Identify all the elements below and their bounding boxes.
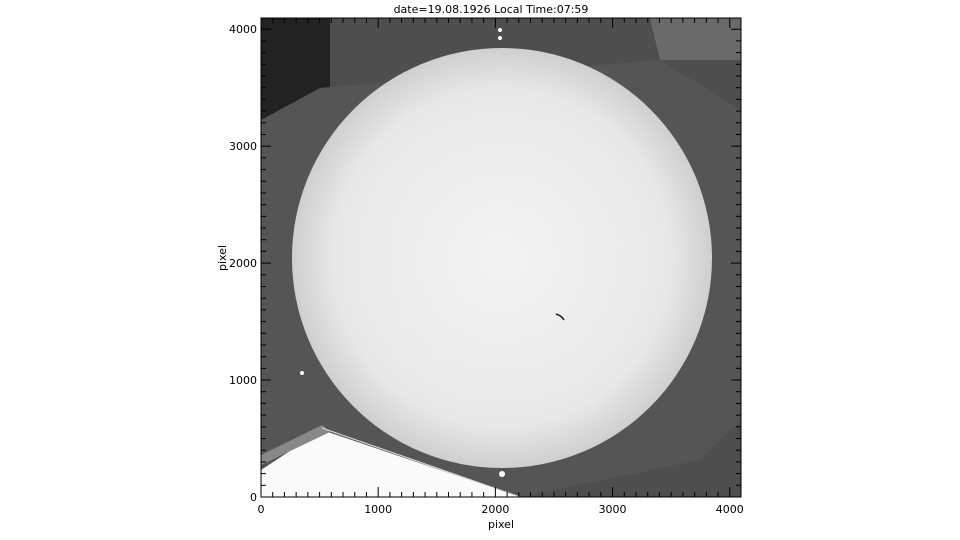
solar-image [261, 18, 741, 497]
x-axis-label: pixel [488, 518, 514, 531]
y-tick-label: 4000 [229, 23, 257, 36]
y-tick-label: 1000 [229, 374, 257, 387]
y-tick-label: 0 [250, 491, 257, 504]
y-tick-label: 3000 [229, 140, 257, 153]
plot-frame [260, 17, 742, 498]
x-tick-label: 2000 [481, 503, 509, 516]
x-tick-label: 4000 [716, 503, 744, 516]
y-axis-label: pixel [216, 245, 229, 271]
x-tick-label: 3000 [599, 503, 627, 516]
axis-ticks: 0 1000 2000 3000 4000 0 1000 2000 3000 4000 [229, 18, 744, 516]
x-tick-label: 1000 [364, 503, 392, 516]
y-tick-label: 2000 [229, 257, 257, 270]
x-tick-label: 0 [258, 503, 265, 516]
chart-title: date=19.08.1926 Local Time:07:59 [394, 3, 589, 16]
sun-disc [292, 48, 712, 468]
